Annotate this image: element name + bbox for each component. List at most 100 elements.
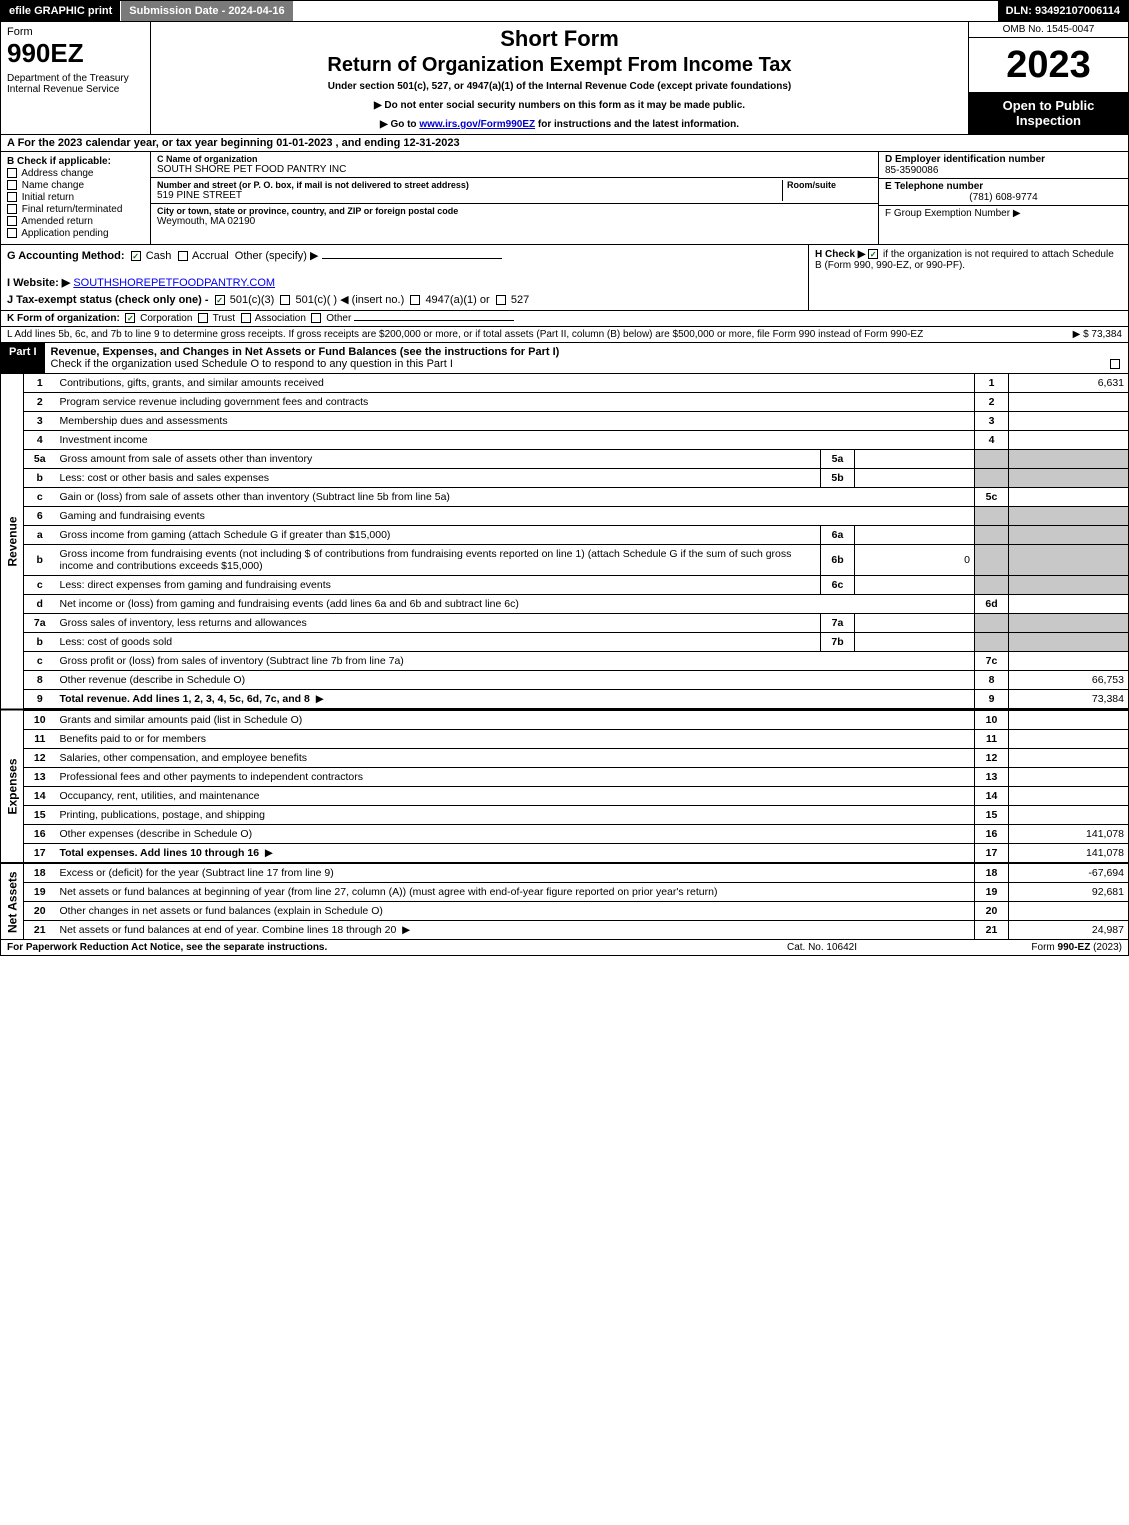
g-label: G Accounting Method: xyxy=(7,250,125,262)
b-checkbox-2[interactable] xyxy=(7,192,17,202)
line-val-cell xyxy=(1009,412,1129,431)
line-num-cell: 21 xyxy=(975,921,1009,940)
line-row-19: 19Net assets or fund balances at beginni… xyxy=(1,883,1129,902)
line-val-cell xyxy=(1009,806,1129,825)
line-number: 12 xyxy=(24,749,56,768)
expenses-table: Expenses10Grants and similar amounts pai… xyxy=(0,709,1129,863)
line-number: 4 xyxy=(24,431,56,450)
line-number: c xyxy=(24,576,56,595)
form-word: Form xyxy=(7,26,144,38)
l-amount: ▶ $ 73,384 xyxy=(1073,329,1122,340)
k-assoc-checkbox[interactable] xyxy=(241,313,251,323)
i-label: I Website: ▶ xyxy=(7,277,70,289)
line-num-cell: 7c xyxy=(975,652,1009,671)
line-row-b: bGross income from fundraising events (n… xyxy=(1,545,1129,576)
accrual-checkbox[interactable] xyxy=(178,251,188,261)
line-number: 15 xyxy=(24,806,56,825)
line-num-cell: 9 xyxy=(975,690,1009,709)
line-num-cell: 14 xyxy=(975,787,1009,806)
irs-link[interactable]: www.irs.gov/Form990EZ xyxy=(419,119,535,130)
line-desc: Net assets or fund balances at end of ye… xyxy=(56,921,975,940)
line-number: c xyxy=(24,488,56,507)
line-desc: Total expenses. Add lines 10 through 16 … xyxy=(56,844,975,863)
b-checkbox-1[interactable] xyxy=(7,180,17,190)
b-checkbox-0[interactable] xyxy=(7,168,17,178)
c-city-row: City or town, state or province, country… xyxy=(151,204,878,229)
line-num-cell: 11 xyxy=(975,730,1009,749)
section-def: D Employer identification number 85-3590… xyxy=(878,152,1128,244)
line-val-cell xyxy=(1009,749,1129,768)
side-label: Expenses xyxy=(1,710,24,863)
sub-number: 5a xyxy=(821,450,855,469)
line-val-cell: 141,078 xyxy=(1009,844,1129,863)
part1-desc: Revenue, Expenses, and Changes in Net As… xyxy=(45,343,1128,373)
k-corp-checkbox[interactable]: ✓ xyxy=(125,313,135,323)
line-row-14: 14Occupancy, rent, utilities, and mainte… xyxy=(1,787,1129,806)
line-desc: Grants and similar amounts paid (list in… xyxy=(56,710,975,730)
line-val-cell xyxy=(1009,633,1129,652)
line-num-cell: 20 xyxy=(975,902,1009,921)
j-4947-checkbox[interactable] xyxy=(410,295,420,305)
line-desc: Benefits paid to or for members xyxy=(56,730,975,749)
b-option-1: Name change xyxy=(7,180,144,191)
line-row-a: aGross income from gaming (attach Schedu… xyxy=(1,526,1129,545)
j-527-checkbox[interactable] xyxy=(496,295,506,305)
line-row-b: bLess: cost or other basis and sales exp… xyxy=(1,469,1129,488)
j-501c3-checkbox[interactable]: ✓ xyxy=(215,295,225,305)
cash-label: Cash xyxy=(146,250,172,262)
ssn-note: ▶ Do not enter social security numbers o… xyxy=(157,100,962,111)
efile-print-button[interactable]: efile GRAPHIC print xyxy=(1,1,121,21)
b-label-text: B Check if applicable: xyxy=(7,156,111,167)
k-other-checkbox[interactable] xyxy=(311,313,321,323)
line-row-5a: 5aGross amount from sale of assets other… xyxy=(1,450,1129,469)
line-num-cell xyxy=(975,526,1009,545)
c-name-label: C Name of organization xyxy=(157,154,872,164)
c-name-row: C Name of organization SOUTH SHORE PET F… xyxy=(151,152,878,178)
line-desc: Salaries, other compensation, and employ… xyxy=(56,749,975,768)
line-val-cell xyxy=(1009,431,1129,450)
line-desc: Gaming and fundraising events xyxy=(56,507,975,526)
line-number: 13 xyxy=(24,768,56,787)
header-mid: Short Form Return of Organization Exempt… xyxy=(151,22,968,134)
line-val-cell xyxy=(1009,768,1129,787)
b-checkbox-3[interactable] xyxy=(7,204,17,214)
line-num-cell: 8 xyxy=(975,671,1009,690)
line-row-8: 8Other revenue (describe in Schedule O)8… xyxy=(1,671,1129,690)
line-a-text: A For the 2023 calendar year, or tax yea… xyxy=(7,137,460,149)
k-trust-checkbox[interactable] xyxy=(198,313,208,323)
line-desc: Other changes in net assets or fund bala… xyxy=(56,902,975,921)
line-row-21: 21Net assets or fund balances at end of … xyxy=(1,921,1129,940)
b-option-4: Amended return xyxy=(7,216,144,227)
line-desc: Total revenue. Add lines 1, 2, 3, 4, 5c,… xyxy=(56,690,975,709)
c-addr-label: Number and street (or P. O. box, if mail… xyxy=(157,180,782,190)
b-checkbox-4[interactable] xyxy=(7,216,17,226)
line-row-17: 17Total expenses. Add lines 10 through 1… xyxy=(1,844,1129,863)
open-to-public: Open to Public Inspection xyxy=(969,92,1128,134)
line-val-cell xyxy=(1009,488,1129,507)
side-label: Revenue xyxy=(1,374,24,709)
line-val-cell xyxy=(1009,652,1129,671)
line-desc: Occupancy, rent, utilities, and maintena… xyxy=(56,787,975,806)
goto-post: for instructions and the latest informat… xyxy=(535,119,739,130)
line-val-cell: -67,694 xyxy=(1009,864,1129,883)
line-number: 2 xyxy=(24,393,56,412)
header-left: Form 990EZ Department of the Treasury In… xyxy=(1,22,151,134)
line-row-4: 4Investment income4 xyxy=(1,431,1129,450)
line-num-cell xyxy=(975,545,1009,576)
submission-date-button[interactable]: Submission Date - 2024-04-16 xyxy=(121,1,293,21)
k-other: Other xyxy=(326,313,351,324)
room-label: Room/suite xyxy=(787,180,872,190)
line-num-cell: 18 xyxy=(975,864,1009,883)
website-link[interactable]: SOUTHSHOREPETFOODPANTRY.COM xyxy=(73,277,275,289)
footer-mid: Cat. No. 10642I xyxy=(722,942,922,953)
d-label: D Employer identification number xyxy=(885,154,1045,165)
line-row-b: bLess: cost of goods sold7b xyxy=(1,633,1129,652)
cash-checkbox[interactable]: ✓ xyxy=(131,251,141,261)
j-501c-checkbox[interactable] xyxy=(280,295,290,305)
line-number: b xyxy=(24,469,56,488)
part1-checkbox[interactable] xyxy=(1110,359,1120,369)
b-checkbox-5[interactable] xyxy=(7,228,17,238)
h-checkbox[interactable]: ✓ xyxy=(868,249,878,259)
line-num-cell xyxy=(975,507,1009,526)
line-val-cell xyxy=(1009,393,1129,412)
